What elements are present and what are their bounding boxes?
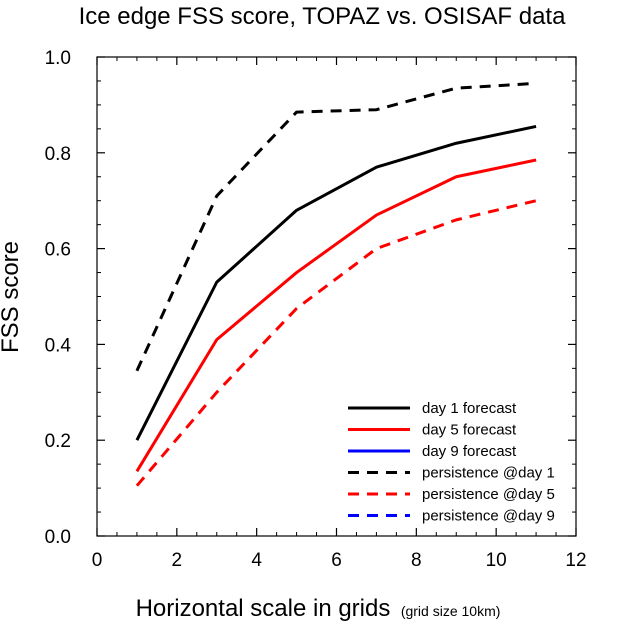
x-tick-label: 10 <box>486 550 507 571</box>
legend-label-2: day 9 forecast <box>422 443 517 460</box>
y-tick-label: 0.6 <box>45 240 71 261</box>
x-tick-label: 6 <box>331 550 342 571</box>
y-tick-label: 0.8 <box>45 144 71 165</box>
x-axis-label: Horizontal scale in grids (grid size 10k… <box>136 595 501 622</box>
x-tick-labels: 0 2 4 6 8 10 12 <box>92 550 587 571</box>
axis-ticks <box>96 56 577 537</box>
series-line-0 <box>135 124 537 441</box>
x-tick-label: 8 <box>411 550 422 571</box>
x-axis-label-note: (grid size 10km) <box>401 603 501 619</box>
legend-label-3: persistence @day 1 <box>422 465 555 482</box>
legend-label-5: persistence @day 9 <box>422 508 555 525</box>
series-line-3 <box>135 81 537 372</box>
y-axis-label: FSS score <box>0 241 24 353</box>
y-tick-label: 1.0 <box>45 48 71 69</box>
series-line-1 <box>135 158 537 473</box>
x-tick-label: 4 <box>251 550 262 571</box>
series-line-4 <box>135 199 537 487</box>
y-tick-label: 0.2 <box>45 431 71 452</box>
chart-title: Ice edge FSS score, TOPAZ vs. OSISAF dat… <box>79 3 567 30</box>
series-lines <box>135 81 537 487</box>
legend-label-0: day 1 forecast <box>422 400 517 417</box>
y-tick-label: 0.4 <box>45 335 72 356</box>
legend: day 1 forecast day 5 forecast day 9 foreca… <box>348 400 555 525</box>
legend-label-4: persistence @day 5 <box>422 486 555 503</box>
x-axis-label-main: Horizontal scale in grids <box>136 595 391 622</box>
x-tick-label: 0 <box>92 550 103 571</box>
x-tick-label: 2 <box>172 550 183 571</box>
x-tick-label: 12 <box>565 550 586 571</box>
legend-label-1: day 5 forecast <box>422 422 517 439</box>
y-tick-labels: 0.0 0.2 0.4 0.6 0.8 1.0 <box>45 48 72 548</box>
y-tick-label: 0.0 <box>45 527 71 548</box>
